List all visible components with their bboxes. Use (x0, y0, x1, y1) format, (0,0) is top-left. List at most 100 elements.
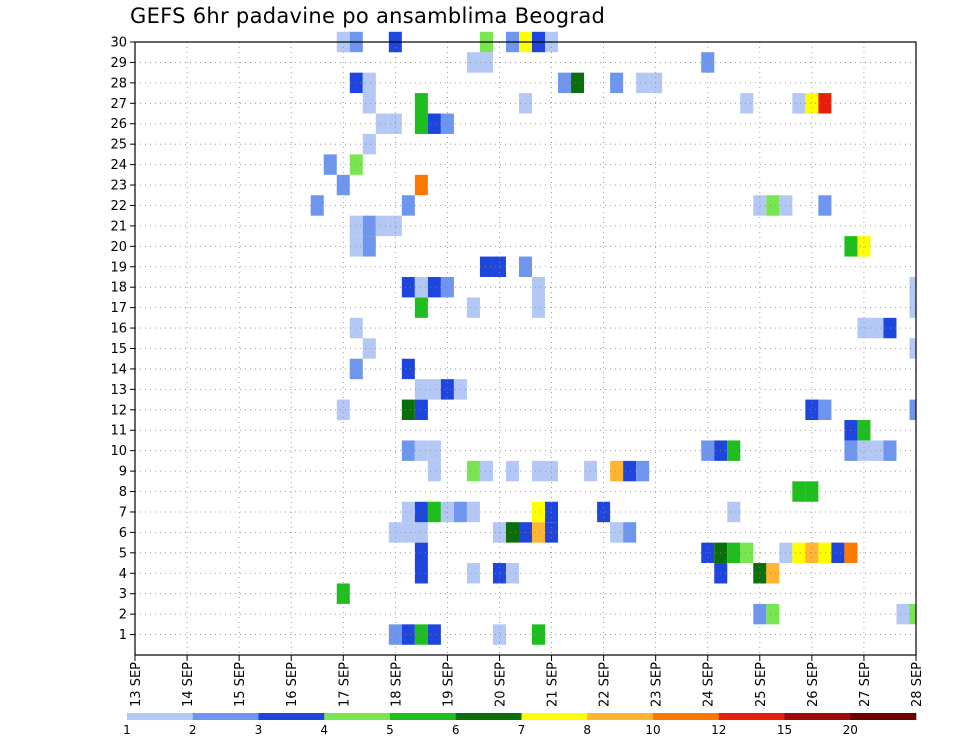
heatmap-cell (883, 317, 897, 339)
heatmap-cell (401, 195, 415, 216)
heatmap-cell (492, 256, 506, 277)
heatmap-cell (401, 624, 415, 645)
heatmap-cell (571, 72, 585, 94)
heatmap-cell (532, 297, 546, 318)
heatmap-cell (466, 563, 480, 584)
heatmap-cell (336, 399, 350, 421)
y-tick-label: 21 (110, 219, 127, 234)
legend-swatch (127, 713, 194, 720)
heatmap-cell (427, 624, 441, 645)
heatmap-cell (505, 522, 519, 543)
y-tick-label: 7 (119, 505, 127, 520)
heatmap-cell (349, 358, 363, 380)
heatmap-cell (310, 195, 324, 216)
heatmap-cells (310, 31, 916, 645)
heatmap-cell (545, 501, 559, 523)
legend-label: 8 (583, 723, 591, 737)
heatmap-cell (414, 174, 428, 196)
x-tick-label: 27 SEP (858, 662, 873, 707)
heatmap-cell (805, 399, 819, 421)
heatmap-cell (375, 215, 389, 237)
heatmap-cell (532, 460, 546, 482)
heatmap-cell (349, 236, 363, 257)
heatmap-cell (414, 297, 428, 318)
heatmap-cell (870, 317, 884, 339)
y-tick-label: 24 (110, 158, 127, 173)
legend-swatch (192, 713, 259, 720)
heatmap-cell (532, 501, 546, 523)
y-tick-label: 18 (110, 281, 127, 296)
heatmap-cell (414, 542, 428, 564)
heatmap-cell (427, 379, 441, 400)
heatmap-cell (427, 276, 441, 298)
heatmap-cell (753, 603, 767, 625)
y-tick-label: 29 (110, 56, 127, 71)
heatmap-cell (558, 72, 572, 94)
heatmap-cell (857, 317, 871, 339)
heatmap-cell (427, 440, 441, 461)
heatmap-cell (414, 93, 428, 114)
heatmap-cell (909, 297, 916, 318)
legend-swatch (521, 713, 588, 720)
y-tick-label: 11 (110, 424, 127, 439)
x-tick-label: 16 SEP (285, 662, 300, 707)
heatmap-cell (440, 113, 454, 134)
heatmap-cell (740, 93, 754, 114)
legend-label: 12 (711, 723, 726, 737)
x-tick-label: 19 SEP (441, 662, 456, 707)
x-axis: 13 SEP 14 SEP 15 SEP 16 SEP 17 SEP 18 SEP 19 S… (129, 655, 925, 707)
heatmap-cell (909, 603, 916, 625)
heatmap-cell (610, 72, 624, 94)
legend-swatch (850, 713, 917, 720)
x-tick-label: 15 SEP (233, 662, 248, 707)
x-tick-label: 14 SEP (181, 662, 196, 707)
heatmap-cell (623, 522, 637, 543)
heatmap-cell (909, 276, 916, 298)
heatmap-cell (766, 603, 780, 625)
heatmap-cell (818, 195, 832, 216)
heatmap-cell (362, 338, 376, 359)
legend-swatch (784, 713, 851, 720)
y-tick-label: 5 (119, 546, 127, 561)
legend-label: 4 (320, 723, 328, 737)
y-tick-label: 2 (119, 608, 127, 623)
legend-label: 7 (518, 723, 526, 737)
x-tick-label: 17 SEP (337, 662, 352, 707)
heatmap-cell (401, 276, 415, 298)
heatmap-cell (532, 522, 546, 543)
legend-label: 1 (123, 723, 131, 737)
heatmap-cell (623, 460, 637, 482)
heatmap-cell (479, 460, 493, 482)
heatmap-cell (857, 420, 871, 441)
y-axis: 1234567891011121314151617181920212223242… (110, 36, 135, 643)
x-tick-label: 23 SEP (650, 662, 665, 707)
y-tick-label: 30 (110, 36, 127, 51)
x-tick-label: 21 SEP (546, 662, 561, 707)
y-tick-label: 13 (110, 383, 127, 398)
x-tick-label: 28 SEP (910, 662, 925, 707)
y-tick-label: 14 (110, 362, 127, 377)
heatmap-cell (349, 215, 363, 237)
y-tick-label: 28 (110, 76, 127, 91)
heatmap-cell (727, 542, 741, 564)
legend-swatch (653, 713, 720, 720)
heatmap-cell (336, 583, 350, 604)
heatmap-cell (414, 276, 428, 298)
y-tick-label: 20 (110, 240, 127, 255)
heatmap-cell (792, 542, 806, 564)
y-tick-label: 25 (110, 138, 127, 153)
y-tick-label: 6 (119, 526, 127, 541)
y-tick-label: 15 (110, 342, 127, 357)
heatmap-cell (466, 460, 480, 482)
heatmap-cell (805, 481, 819, 502)
heatmap-cell (610, 522, 624, 543)
y-tick-label: 26 (110, 117, 127, 132)
y-tick-label: 16 (110, 322, 127, 337)
heatmap-cell (440, 379, 454, 400)
heatmap-cell (727, 501, 741, 523)
x-tick-label: 13 SEP (129, 662, 144, 707)
heatmap-cell (870, 440, 884, 461)
heatmap-cell (414, 379, 428, 400)
heatmap-cell (466, 297, 480, 318)
